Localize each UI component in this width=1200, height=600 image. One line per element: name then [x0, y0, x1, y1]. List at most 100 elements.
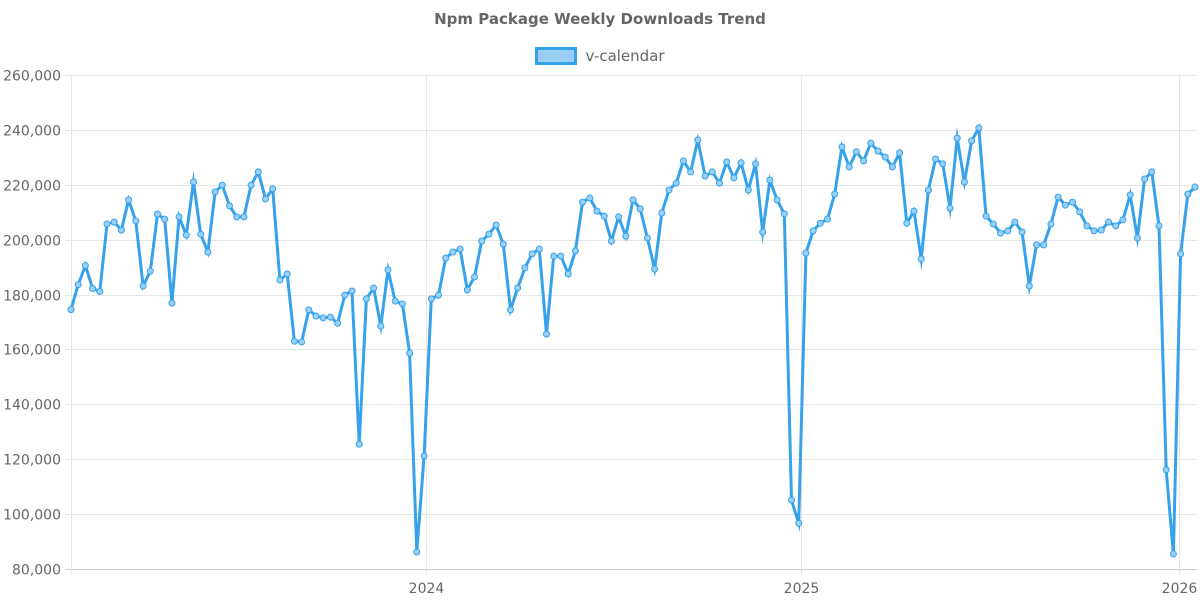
data-point[interactable] — [953, 134, 961, 142]
data-point[interactable] — [571, 247, 579, 255]
data-point[interactable] — [975, 124, 983, 132]
data-point[interactable] — [362, 295, 370, 303]
data-point[interactable] — [780, 210, 788, 218]
data-point[interactable] — [370, 284, 378, 292]
data-point[interactable] — [607, 237, 615, 245]
data-point[interactable] — [665, 186, 673, 194]
data-point[interactable] — [355, 440, 363, 448]
data-point[interactable] — [233, 213, 241, 221]
data-point[interactable] — [456, 245, 464, 253]
data-point[interactable] — [932, 155, 940, 163]
data-point[interactable] — [788, 496, 795, 504]
data-point[interactable] — [586, 194, 594, 202]
data-point[interactable] — [348, 287, 356, 295]
data-point[interactable] — [845, 163, 853, 171]
data-point[interactable] — [744, 186, 752, 194]
data-point[interactable] — [1126, 191, 1134, 199]
data-point[interactable] — [67, 306, 75, 314]
data-point[interactable] — [723, 158, 731, 166]
data-point[interactable] — [867, 139, 875, 147]
data-point[interactable] — [1191, 183, 1199, 191]
data-point[interactable] — [391, 297, 399, 305]
data-point[interactable] — [924, 186, 932, 194]
data-point[interactable] — [809, 227, 817, 235]
data-point[interactable] — [1148, 168, 1156, 176]
data-point[interactable] — [377, 322, 385, 330]
data-point[interactable] — [1004, 227, 1012, 235]
data-point[interactable] — [600, 212, 608, 220]
data-point[interactable] — [406, 349, 414, 357]
data-point[interactable] — [636, 205, 644, 213]
data-point[interactable] — [1040, 241, 1048, 249]
data-point[interactable] — [110, 218, 118, 226]
data-point[interactable] — [737, 159, 745, 167]
data-point[interactable] — [730, 174, 738, 182]
data-point[interactable] — [759, 228, 767, 236]
data-point[interactable] — [1069, 198, 1076, 206]
data-point[interactable] — [1112, 222, 1120, 230]
data-point[interactable] — [240, 213, 248, 221]
data-point[interactable] — [132, 217, 140, 225]
data-point[interactable] — [262, 195, 269, 203]
data-point[interactable] — [254, 168, 262, 176]
data-point[interactable] — [449, 248, 457, 256]
data-point[interactable] — [154, 210, 161, 218]
data-point[interactable] — [125, 196, 133, 204]
data-point[interactable] — [550, 252, 558, 260]
data-point[interactable] — [701, 172, 709, 180]
data-point[interactable] — [1162, 466, 1170, 474]
data-point[interactable] — [247, 181, 255, 189]
data-point[interactable] — [997, 229, 1004, 237]
data-point[interactable] — [514, 284, 522, 292]
data-point[interactable] — [1090, 227, 1098, 235]
data-point[interactable] — [564, 270, 572, 278]
data-point[interactable] — [1141, 175, 1149, 183]
data-point[interactable] — [168, 299, 176, 307]
data-point[interactable] — [74, 281, 82, 289]
data-point[interactable] — [290, 337, 298, 345]
data-point[interactable] — [960, 178, 968, 186]
data-point[interactable] — [298, 338, 306, 346]
data-point[interactable] — [204, 248, 212, 256]
data-point[interactable] — [521, 264, 529, 272]
data-point[interactable] — [579, 198, 587, 206]
data-point[interactable] — [679, 157, 687, 165]
data-point[interactable] — [716, 179, 723, 187]
data-point[interactable] — [881, 153, 889, 161]
data-point[interactable] — [903, 219, 911, 227]
data-point[interactable] — [398, 300, 406, 308]
data-point[interactable] — [528, 250, 536, 258]
data-point[interactable] — [139, 282, 147, 290]
data-point[interactable] — [1083, 222, 1091, 230]
data-point[interactable] — [816, 219, 824, 227]
data-point[interactable] — [795, 519, 803, 527]
data-point[interactable] — [802, 249, 810, 257]
data-point[interactable] — [629, 196, 637, 204]
data-point[interactable] — [1033, 241, 1040, 249]
data-point[interactable] — [190, 178, 197, 186]
data-point[interactable] — [478, 237, 486, 245]
data-point[interactable] — [773, 196, 781, 204]
data-point[interactable] — [89, 285, 97, 292]
data-point[interactable] — [420, 452, 428, 460]
data-point[interactable] — [910, 207, 918, 215]
data-point[interactable] — [896, 149, 904, 157]
data-point[interactable] — [1133, 234, 1141, 242]
data-point[interactable] — [593, 207, 601, 215]
data-point[interactable] — [427, 295, 435, 303]
data-point[interactable] — [435, 291, 442, 299]
data-point[interactable] — [492, 221, 500, 229]
data-point[interactable] — [211, 188, 219, 196]
data-point[interactable] — [334, 319, 342, 327]
data-point[interactable] — [182, 231, 190, 239]
data-point[interactable] — [218, 181, 226, 189]
data-point[interactable] — [1011, 218, 1019, 226]
data-point[interactable] — [413, 548, 421, 556]
data-point[interactable] — [1119, 216, 1127, 224]
data-point[interactable] — [1097, 226, 1105, 234]
data-point[interactable] — [824, 215, 831, 223]
data-point[interactable] — [283, 270, 291, 278]
data-point[interactable] — [939, 160, 947, 168]
data-point[interactable] — [968, 137, 976, 145]
data-point[interactable] — [197, 230, 205, 238]
